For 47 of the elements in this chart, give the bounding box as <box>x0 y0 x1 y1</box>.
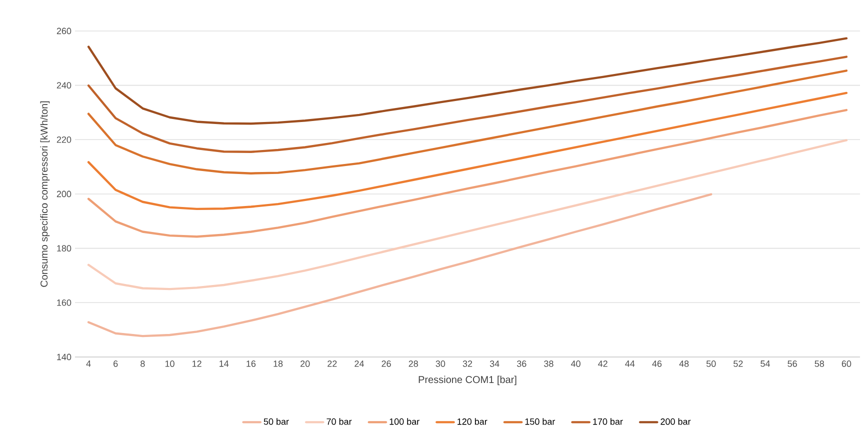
x-tick-label: 38 <box>544 360 554 367</box>
legend-label: 100 bar <box>390 418 420 425</box>
x-tick-label: 40 <box>570 360 580 367</box>
legend-label: 150 bar <box>525 418 556 425</box>
x-tick-label: 44 <box>625 360 635 367</box>
x-tick-label: 58 <box>814 360 824 367</box>
x-tick-label: 36 <box>516 360 526 367</box>
x-tick-label: 46 <box>652 360 662 367</box>
x-tick-label: 24 <box>354 360 364 367</box>
y-tick-label: 160 <box>57 299 72 306</box>
line-series <box>87 37 848 125</box>
x-tick-label: 34 <box>490 360 500 367</box>
x-tick-label: 52 <box>734 360 743 367</box>
y-tick-label: 240 <box>56 82 72 89</box>
x-tick-label: 10 <box>165 360 174 367</box>
y-tick-label: 260 <box>56 28 72 34</box>
x-tick-label: 28 <box>408 360 418 367</box>
legend-label: 200 bar <box>660 418 691 425</box>
x-tick-label: 26 <box>382 360 391 367</box>
x-tick-label: 18 <box>274 360 283 367</box>
y-tick-label: 220 <box>56 136 72 143</box>
x-tick-label: 12 <box>192 360 202 367</box>
x-tick-label: 20 <box>300 360 310 367</box>
y-tick-label: 140 <box>57 354 72 360</box>
x-tick-label: 30 <box>436 360 446 367</box>
x-tick-label: 50 <box>706 360 716 367</box>
x-tick-label: 22 <box>328 360 337 367</box>
x-axis-title: Pressione COM1 [bar] <box>418 376 516 386</box>
x-tick-label: 14 <box>220 360 229 367</box>
x-tick-label: 6 <box>114 360 118 367</box>
x-tick-label: 16 <box>246 360 256 367</box>
x-tick-label: 54 <box>760 360 770 367</box>
x-tick-label: 56 <box>788 360 797 367</box>
x-tick-label: 32 <box>462 360 472 367</box>
x-tick-label: 8 <box>140 360 145 367</box>
legend-label: 120 bar <box>458 418 488 425</box>
x-tick-label: 4 <box>86 360 91 367</box>
legend-label: 70 bar <box>326 418 352 425</box>
line-series <box>87 70 848 174</box>
x-tick-label: 48 <box>679 360 689 367</box>
x-tick-label: 42 <box>598 360 608 367</box>
y-tick-label: 200 <box>56 190 72 198</box>
legend-label: 50 bar <box>264 418 289 425</box>
legend-label: 170 bar <box>593 418 623 425</box>
y-tick-label: 180 <box>57 245 72 252</box>
x-tick-label: 60 <box>842 360 852 367</box>
y-axis-title: Consumo specifico compressori [kWh/ton] <box>40 101 50 287</box>
